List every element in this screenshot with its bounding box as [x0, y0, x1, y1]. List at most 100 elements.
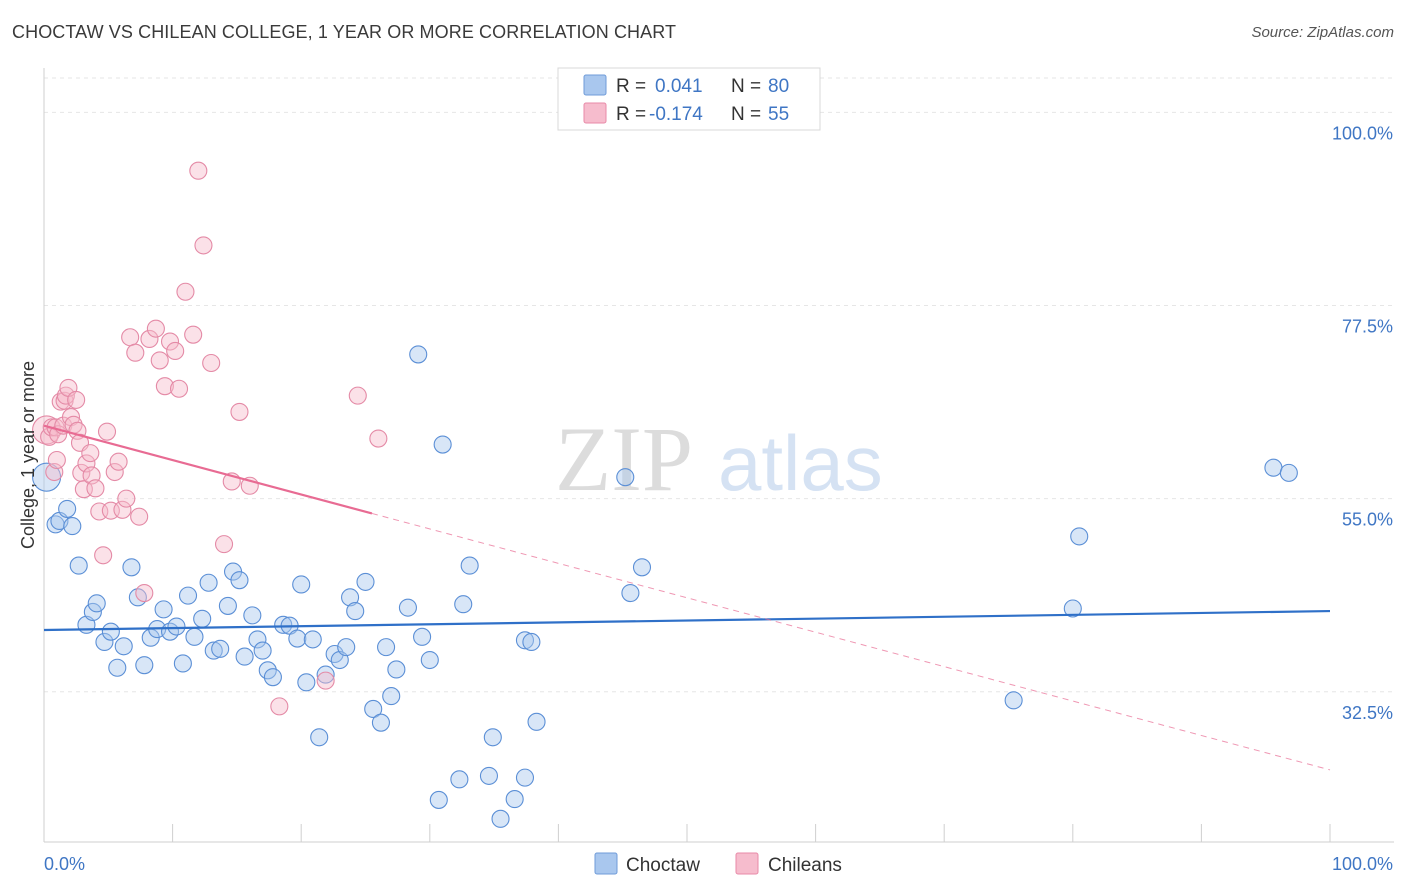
point-chileans-44	[194, 236, 213, 255]
trend-lines	[43, 424, 1331, 771]
point-chileans-40	[169, 379, 189, 398]
point-choctaw-72	[409, 345, 428, 364]
watermark-zip: ZIP	[555, 408, 693, 510]
point-choctaw-10	[101, 622, 120, 641]
point-choctaw-74	[621, 584, 640, 603]
point-chileans-3	[45, 462, 64, 482]
point-choctaw-11	[108, 658, 127, 677]
point-choctaw-56	[398, 598, 417, 617]
legend-r-label-chileans: R =	[616, 104, 646, 125]
y-tick-label-3: 100.0%	[1332, 123, 1393, 143]
source-credit: Source: ZipAtlas.com	[1251, 24, 1394, 41]
point-choctaw-44	[316, 665, 335, 684]
bottom-legend-swatch-chileans	[735, 852, 759, 875]
point-choctaw-62	[454, 595, 473, 614]
point-choctaw-40	[292, 575, 311, 594]
point-choctaw-73	[616, 468, 635, 487]
point-choctaw-18	[154, 600, 173, 619]
point-choctaw-66	[491, 809, 510, 828]
point-chileans-51	[316, 671, 335, 690]
trend-line-choctaw	[43, 609, 1331, 632]
point-chileans-21	[86, 479, 105, 498]
legend-n-value-chileans: 55	[768, 104, 789, 125]
point-choctaw-32	[243, 606, 262, 625]
point-choctaw-65	[479, 766, 499, 785]
point-chileans-28	[113, 500, 132, 519]
point-choctaw-52	[371, 713, 390, 732]
point-choctaw-76	[1004, 691, 1023, 710]
point-chileans-38	[160, 332, 180, 351]
point-chileans-19	[81, 444, 100, 463]
point-chileans-23	[94, 546, 113, 565]
point-choctaw-51	[364, 699, 383, 718]
point-choctaw-79	[1264, 458, 1283, 477]
point-chileans-18	[77, 454, 96, 473]
point-choctaw-41	[297, 673, 316, 692]
point-choctaw-61	[450, 770, 469, 789]
point-choctaw-27	[211, 639, 230, 658]
point-choctaw-71	[527, 712, 546, 731]
point-chileans-26	[105, 462, 124, 482]
point-choctaw-15	[135, 656, 154, 675]
point-chileans-42	[184, 325, 203, 344]
point-choctaw-33	[248, 630, 267, 649]
point-choctaw-13	[122, 558, 141, 577]
legend-r-label-choctaw: R =	[616, 76, 646, 97]
point-choctaw-55	[387, 660, 406, 679]
point-choctaw-68	[515, 631, 535, 650]
x-tick-labels: 0.0% 100.0%	[44, 854, 1393, 874]
point-chileans-45	[202, 353, 221, 373]
point-choctaw-12	[114, 637, 133, 656]
legend-n-label-chileans: N =	[731, 104, 761, 125]
point-choctaw-31	[235, 647, 254, 666]
point-choctaw-25	[199, 573, 218, 592]
point-choctaw-39	[288, 629, 307, 648]
point-choctaw-69	[515, 768, 535, 787]
point-choctaw-60	[433, 435, 452, 454]
legend-n-value-choctaw: 80	[768, 76, 789, 97]
point-choctaw-43	[310, 728, 329, 747]
point-choctaw-23	[185, 627, 204, 646]
point-choctaw-37	[274, 615, 293, 634]
point-chileans-31	[126, 343, 145, 362]
data-points	[32, 161, 1298, 828]
point-chileans-43	[189, 161, 208, 180]
legend-swatch-choctaw	[583, 74, 607, 96]
trend-line-chileans	[43, 424, 373, 515]
point-choctaw-34	[253, 641, 272, 660]
point-chileans-29	[117, 489, 136, 508]
point-choctaw-77	[1063, 599, 1082, 618]
point-choctaw-24	[193, 609, 212, 628]
gridlines	[44, 77, 1394, 693]
point-choctaw-63	[460, 556, 479, 575]
point-chileans-35	[146, 319, 165, 338]
point-choctaw-5	[69, 556, 88, 575]
bottom-legend-swatch-choctaw	[594, 852, 618, 875]
point-choctaw-50	[356, 572, 375, 591]
legend-top: R = 0.041 N = 80 R = -0.174 N = 55	[557, 67, 821, 131]
point-chileans-37	[155, 377, 174, 396]
bottom-legend-label-chileans: Chileans	[768, 855, 842, 876]
point-chileans-27	[109, 452, 128, 471]
point-chileans-32	[130, 507, 149, 526]
point-choctaw-20	[167, 617, 186, 636]
point-choctaw-67	[505, 790, 524, 809]
point-choctaw-21	[173, 654, 192, 673]
point-choctaw-9	[95, 632, 114, 652]
point-choctaw-57	[413, 627, 432, 646]
point-choctaw-54	[382, 687, 401, 706]
point-choctaw-30	[230, 571, 249, 590]
watermark-atlas: atlas	[718, 419, 883, 507]
point-choctaw-47	[337, 638, 356, 657]
legend-n-label-choctaw: N =	[731, 76, 761, 97]
legend-bottom: Choctaw Chileans	[594, 852, 842, 876]
point-chileans-48	[230, 402, 249, 421]
point-chileans-41	[176, 282, 195, 301]
point-choctaw-26	[204, 641, 223, 660]
legend-r-value-chileans: -0.174	[649, 104, 703, 125]
point-choctaw-58	[429, 790, 448, 809]
axes	[43, 68, 1394, 843]
x-tick-label-0: 0.0%	[44, 854, 85, 874]
legend-swatch-chileans	[583, 102, 607, 124]
